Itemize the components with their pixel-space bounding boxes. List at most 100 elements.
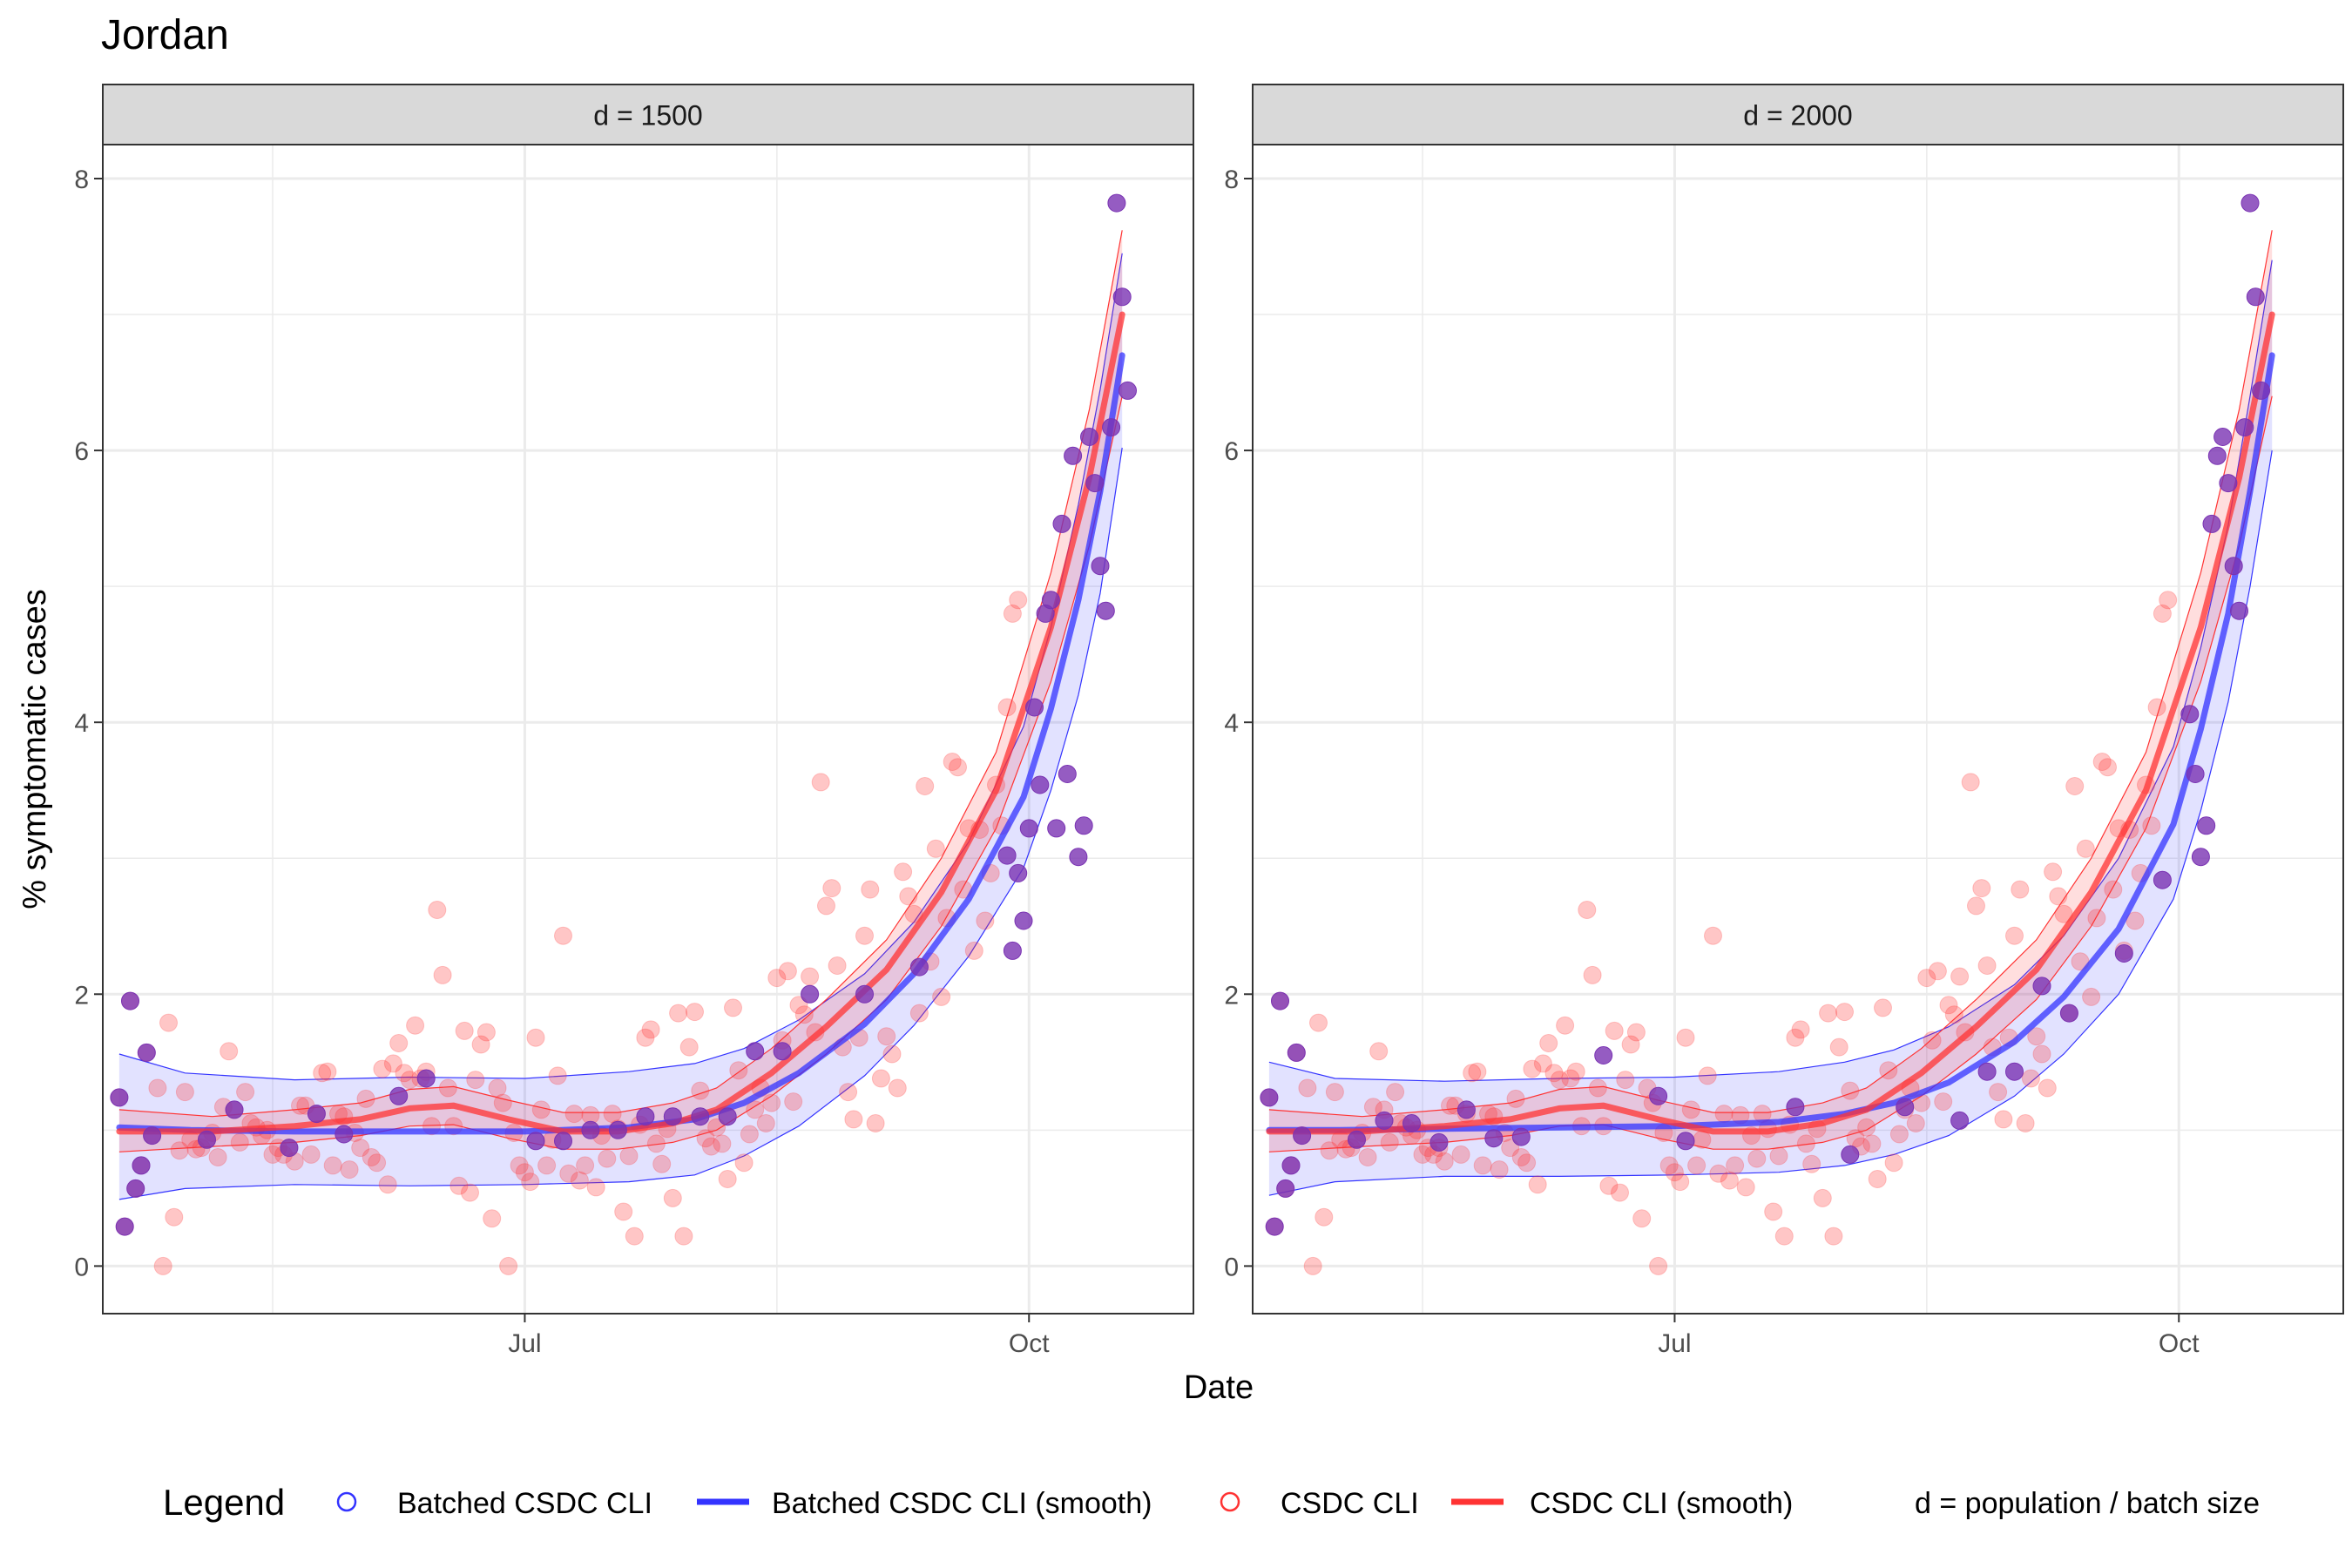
batched-point — [2207, 446, 2227, 465]
csdc-point — [1693, 1130, 1712, 1149]
batched-point — [746, 1042, 765, 1061]
csdc-point — [899, 887, 918, 906]
batched-point — [1841, 1145, 1860, 1164]
legend-title: Legend — [163, 1482, 285, 1523]
csdc-point — [586, 1178, 605, 1197]
csdc-point — [916, 777, 935, 795]
batched-point — [718, 1107, 737, 1126]
legend-label-batched-smooth: Batched CSDC CLI (smooth) — [772, 1487, 1152, 1520]
csdc-point — [729, 1061, 748, 1080]
csdc-point — [1764, 1202, 1783, 1221]
csdc-point — [997, 698, 1017, 717]
legend: Legend Batched CSDC CLI Batched CSDC CLI… — [163, 1482, 2260, 1523]
csdc-point — [2092, 753, 2112, 771]
csdc-point — [619, 1146, 639, 1166]
batched-point — [416, 1069, 436, 1088]
batched-point — [2191, 848, 2210, 867]
csdc-point — [476, 1023, 496, 1042]
csdc-point — [1774, 1227, 1794, 1246]
csdc-point — [1583, 965, 1602, 984]
csdc-point — [230, 1132, 249, 1152]
csdc-point — [949, 758, 967, 777]
csdc-point — [636, 1028, 655, 1047]
csdc-point — [1556, 1016, 1575, 1035]
batched-point — [1950, 1111, 1970, 1130]
csdc-point — [1298, 1078, 1317, 1098]
csdc-point — [1796, 1134, 1815, 1153]
batched-point — [855, 984, 874, 1004]
csdc-point — [378, 1175, 397, 1194]
batched-point — [1511, 1127, 1531, 1146]
csdc-smooth-line — [1266, 311, 2275, 1135]
batched-band-upper — [1268, 260, 2273, 1082]
csdc-point — [1588, 1078, 1607, 1098]
x-tick-label: Jul — [1658, 1329, 1691, 1358]
csdc-point — [718, 1170, 737, 1188]
csdc-point — [1517, 1153, 1537, 1173]
chart-title: Jordan — [101, 12, 229, 58]
batched-point — [581, 1120, 600, 1139]
csdc-point — [767, 969, 787, 988]
csdc-point — [614, 1202, 633, 1221]
csdc-point — [1473, 1156, 1492, 1175]
csdc-point — [909, 1004, 929, 1023]
batched-point — [2224, 557, 2243, 576]
csdc-point — [564, 1105, 584, 1124]
batched-point — [2213, 428, 2233, 446]
csdc-point — [855, 926, 874, 945]
csdc-point — [2076, 839, 2095, 858]
batched-point — [2252, 381, 2271, 400]
csdc-point — [2016, 1114, 2035, 1132]
legend-label-batched: Batched CSDC CLI — [397, 1487, 652, 1520]
csdc-point — [1889, 1125, 1909, 1144]
batched-point — [2114, 944, 2133, 963]
batched-point — [280, 1139, 299, 1158]
batched-point — [1260, 1088, 1279, 1107]
csdc-point — [817, 896, 835, 916]
csdc-point — [1961, 773, 1980, 792]
facet-strip — [102, 84, 1194, 145]
batched-point — [1080, 428, 1098, 446]
csdc-point — [1923, 1031, 1942, 1050]
csdc-point — [351, 1139, 370, 1158]
csdc-point — [1967, 896, 1985, 916]
csdc-point — [882, 1044, 902, 1064]
csdc-point — [1626, 1023, 1646, 1042]
csdc-point — [1698, 1066, 1717, 1085]
csdc-point — [740, 1125, 759, 1144]
batched-point — [1069, 848, 1088, 867]
x-tick-label: Jul — [508, 1329, 541, 1358]
csdc-band-upper — [1268, 230, 2273, 1118]
csdc-point — [356, 1089, 375, 1108]
csdc-point — [1879, 1061, 1898, 1080]
batched-point — [1058, 765, 1077, 783]
batched-band-lower — [118, 447, 1123, 1200]
csdc-point — [625, 1227, 644, 1246]
batched-point — [198, 1130, 216, 1149]
batched-point — [1014, 911, 1033, 930]
csdc-point — [362, 1148, 381, 1166]
legend-label-csdc-smooth: CSDC CLI (smooth) — [1530, 1487, 1793, 1520]
batched-point — [2005, 1062, 2024, 1081]
batched-point — [691, 1107, 710, 1126]
batched-point — [110, 1088, 129, 1107]
csdc-point — [1687, 1156, 1707, 1175]
csdc-point — [1659, 1156, 1679, 1175]
csdc-point — [1791, 1020, 1810, 1039]
csdc-point — [438, 1078, 457, 1098]
csdc-point — [1566, 1062, 1585, 1081]
csdc-point — [1632, 1209, 1652, 1228]
csdc-point — [789, 996, 808, 1015]
batched-point — [1786, 1098, 1805, 1117]
csdc-point — [570, 1171, 589, 1190]
csdc-point — [701, 1137, 720, 1156]
csdc-point — [669, 1004, 688, 1023]
facet-panel-d1500: d = 1500 0 2 4 6 8 Jul Oct — [74, 84, 1194, 1358]
csdc-point — [674, 1227, 693, 1246]
batched-point — [389, 1086, 409, 1105]
csdc-point — [1665, 1163, 1684, 1182]
csdc-point — [559, 1164, 578, 1183]
csdc-point — [894, 862, 913, 882]
csdc-point — [844, 1110, 863, 1129]
csdc-point — [395, 1064, 414, 1083]
